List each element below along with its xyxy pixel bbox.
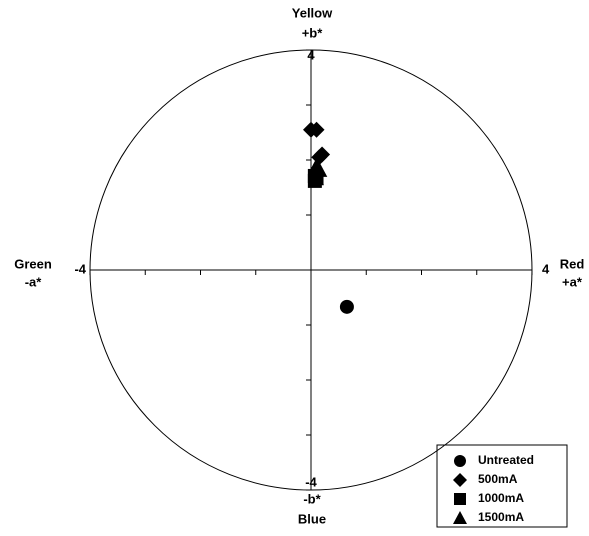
x-tick-label: -4 [74,261,86,276]
axis-label: Blue [298,511,326,526]
axis-label: +a* [562,274,583,289]
y-tick-label: 4 [307,47,315,62]
y-tick-label: -4 [305,474,317,489]
legend-label: Untreated [478,453,534,467]
legend-marker [454,455,466,467]
point [339,299,354,314]
point [314,146,331,163]
axis-label: Yellow [292,5,333,20]
point [307,170,324,186]
axis-label: Green [14,256,52,271]
legend-marker [454,493,466,505]
axis-label: -b* [303,491,321,506]
axis-label: -a* [25,274,43,289]
legend-marker [453,473,467,487]
legend-label: 500mA [478,472,518,486]
x-tick-label: 4 [542,261,550,276]
point [308,121,325,138]
legend-marker [453,511,467,524]
legend-label: 1000mA [478,491,524,505]
axis-label: Red [560,256,585,271]
axis-label: +b* [302,25,324,40]
legend-label: 1500mA [478,510,524,524]
